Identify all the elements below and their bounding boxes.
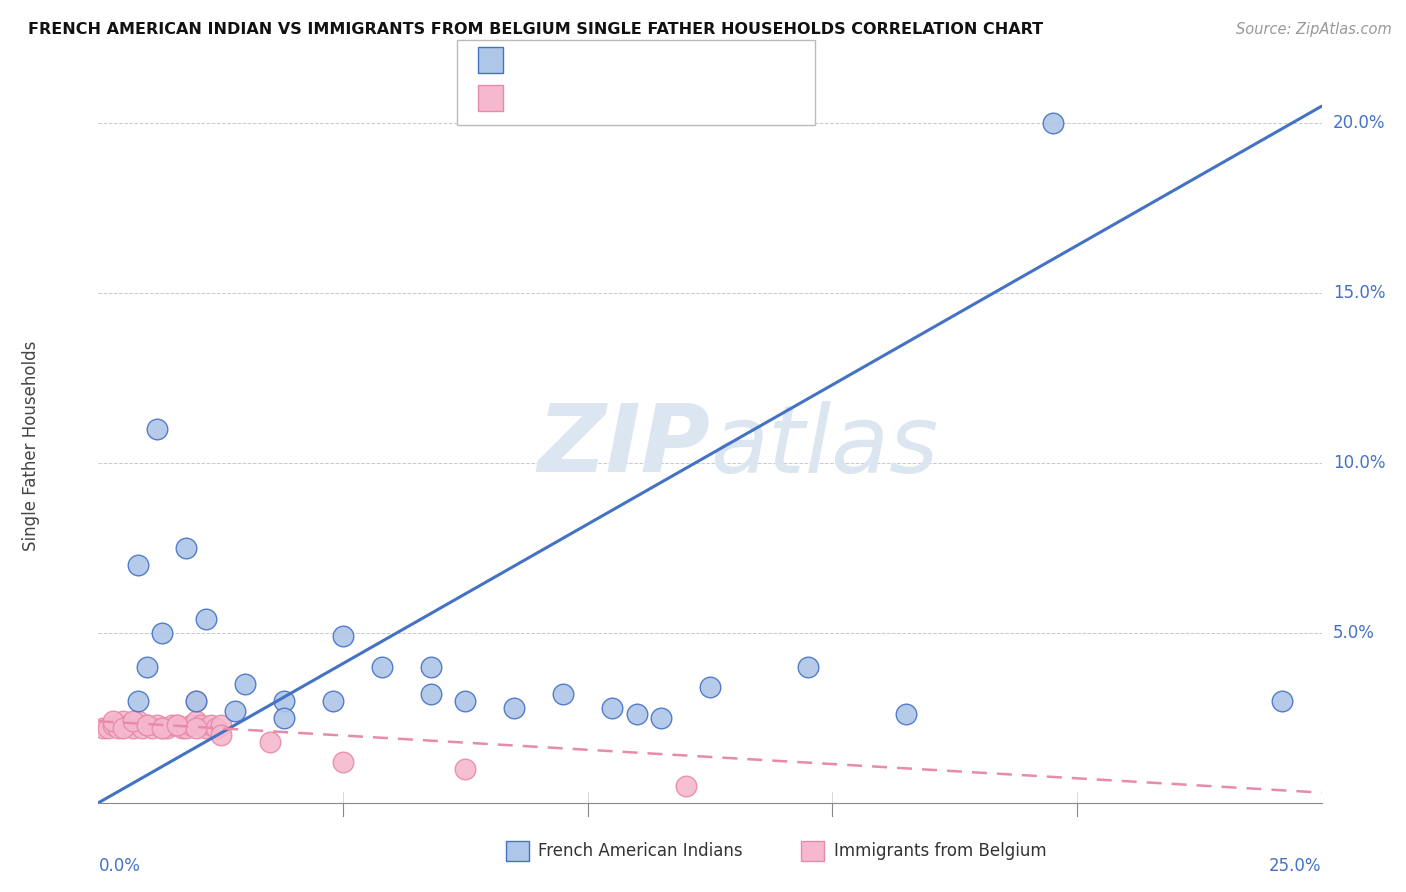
Point: [91, 721, 114, 735]
Text: FRENCH AMERICAN INDIAN VS IMMIGRANTS FROM BELGIUM SINGLE FATHER HOUSEHOLDS CORRE: FRENCH AMERICAN INDIAN VS IMMIGRANTS FRO…: [28, 22, 1043, 37]
Point: [107, 721, 129, 735]
Point: [420, 687, 443, 701]
Point: [156, 721, 179, 735]
Point: [371, 660, 394, 674]
Text: Immigrants from Belgium: Immigrants from Belgium: [834, 842, 1046, 860]
Text: 15.0%: 15.0%: [1333, 284, 1385, 302]
Text: 38: 38: [666, 89, 689, 107]
Point: [553, 687, 575, 701]
Point: [186, 714, 208, 729]
Point: [160, 717, 183, 731]
Point: [111, 721, 134, 735]
Point: [322, 694, 344, 708]
Text: 10.0%: 10.0%: [1333, 454, 1385, 472]
Point: [97, 721, 120, 735]
Point: [180, 717, 202, 731]
Point: [699, 680, 721, 694]
Point: [205, 721, 228, 735]
Point: [195, 721, 218, 735]
Point: [209, 728, 232, 742]
Point: [200, 717, 222, 731]
Point: [626, 707, 648, 722]
Point: [136, 660, 159, 674]
Text: 0.702: 0.702: [557, 51, 616, 69]
Point: [454, 762, 477, 776]
Point: [127, 714, 149, 729]
Point: [170, 721, 193, 735]
Point: [136, 717, 159, 731]
Text: N =: N =: [616, 89, 664, 107]
Text: R =: R =: [515, 89, 551, 107]
Point: [273, 694, 295, 708]
Point: [650, 711, 672, 725]
Point: [797, 660, 820, 674]
Text: 0.0%: 0.0%: [98, 857, 141, 875]
Point: [166, 717, 188, 731]
Point: [146, 422, 169, 436]
Point: [186, 721, 208, 735]
Text: 5.0%: 5.0%: [1333, 624, 1375, 642]
Point: [146, 717, 169, 731]
Point: [190, 717, 212, 731]
Text: ZIP: ZIP: [537, 400, 710, 492]
Text: 20.0%: 20.0%: [1333, 114, 1385, 132]
Point: [503, 700, 526, 714]
Text: 25.0%: 25.0%: [1270, 857, 1322, 875]
Point: [131, 721, 153, 735]
Point: [127, 694, 149, 708]
Point: [136, 717, 159, 731]
Text: atlas: atlas: [710, 401, 938, 491]
Point: [150, 721, 173, 735]
Point: [176, 541, 198, 555]
Point: [186, 694, 208, 708]
Point: [117, 717, 139, 731]
Point: [1271, 694, 1294, 708]
Point: [195, 612, 218, 626]
Text: -0.236: -0.236: [557, 89, 616, 107]
Point: [166, 717, 188, 731]
Point: [150, 626, 173, 640]
Point: [273, 711, 295, 725]
Text: R =: R =: [515, 51, 551, 69]
Point: [233, 677, 256, 691]
Point: [454, 694, 477, 708]
Point: [332, 755, 354, 769]
Text: Single Father Households: Single Father Households: [22, 341, 41, 551]
Point: [176, 721, 198, 735]
Text: Source: ZipAtlas.com: Source: ZipAtlas.com: [1236, 22, 1392, 37]
Point: [600, 700, 623, 714]
Point: [332, 629, 354, 643]
Point: [186, 694, 208, 708]
Point: [894, 707, 917, 722]
Text: 28: 28: [666, 51, 689, 69]
Point: [224, 704, 246, 718]
Point: [101, 717, 124, 731]
Point: [101, 714, 124, 729]
Point: [121, 714, 143, 729]
Point: [675, 779, 697, 793]
Point: [127, 558, 149, 572]
Point: [209, 717, 232, 731]
Point: [420, 660, 443, 674]
Point: [150, 721, 173, 735]
Point: [1042, 116, 1064, 130]
Text: N =: N =: [616, 51, 664, 69]
Text: French American Indians: French American Indians: [538, 842, 744, 860]
Point: [259, 734, 281, 748]
Point: [141, 721, 163, 735]
Point: [121, 721, 143, 735]
Point: [111, 714, 134, 729]
